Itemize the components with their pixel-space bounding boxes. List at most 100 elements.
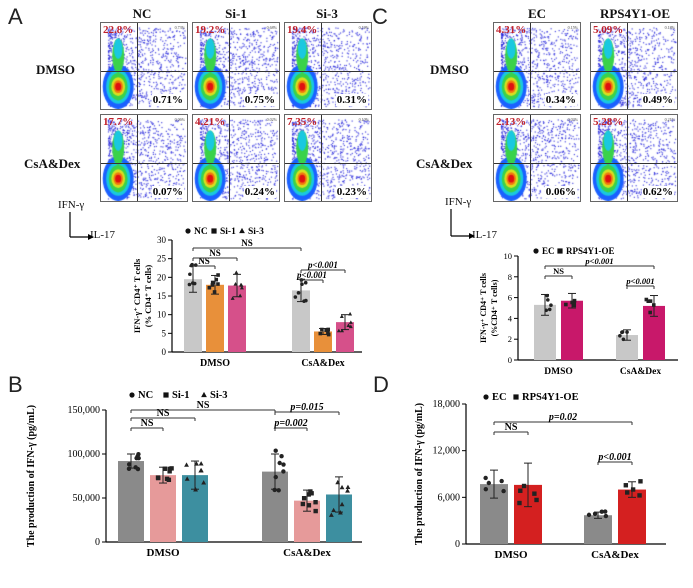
y-tick-label: 30	[157, 235, 167, 245]
data-point	[306, 503, 312, 508]
significance-label: p=0.015	[289, 402, 323, 413]
data-point	[306, 492, 311, 497]
quadrant-q2-percent: 0.68%	[266, 25, 277, 30]
y-tick-label: 18,000	[433, 399, 461, 410]
quadrant-q1-percent: 4.31%	[496, 24, 527, 36]
data-point	[337, 510, 343, 515]
x-category-label: DMSO	[544, 367, 573, 377]
x-category-label: CsA&Dex	[301, 358, 344, 369]
y-tick-label: 20	[157, 272, 167, 282]
y-tick-label: 10	[157, 310, 167, 320]
quadrant-gate-horizontal	[193, 71, 279, 73]
data-point	[549, 303, 553, 308]
y-axis-label: IFN-γ⁺ CD4⁺ T cells	[132, 258, 142, 333]
bar-ec	[534, 304, 556, 360]
quadrant-q2-percent: 0.06%	[174, 117, 185, 122]
data-point	[570, 300, 574, 305]
data-point	[277, 460, 282, 466]
data-point	[630, 487, 636, 492]
quadrant-gate-horizontal	[494, 71, 580, 73]
quadrant-gate-horizontal	[591, 163, 677, 165]
data-point	[238, 293, 243, 298]
bar-chart-a: 0 5 10 15 20 25 30 IFN-γ⁺ CD4⁺ T cells (% CD4⁺ T…	[132, 227, 362, 369]
axis-arrow-a	[69, 212, 94, 240]
data-point	[623, 483, 629, 488]
data-point	[184, 476, 190, 481]
facs-plot-c-r1-c1: 5.28% 0.62% 0.21%	[590, 114, 678, 202]
quadrant-q2-percent: 0.19%	[358, 25, 369, 30]
data-point	[230, 296, 235, 300]
legend-label: Si-1	[172, 390, 190, 401]
data-point	[533, 248, 539, 254]
facs-plot-c-r1-c0: 2.13% 0.06% 0.03%	[493, 114, 581, 202]
data-point	[187, 282, 192, 287]
x-category-label: DMSO	[495, 549, 528, 561]
facs-plot-a-r1-c1: 4.21% 0.24% 0.02%	[192, 114, 280, 202]
quadrant-q4-percent: 0.75%	[243, 94, 276, 106]
data-point	[586, 512, 592, 518]
col-header-ec: EC	[527, 6, 547, 21]
significance-label: p<0.001	[597, 452, 631, 463]
data-point	[592, 511, 598, 516]
quadrant-gate-horizontal	[285, 163, 371, 165]
x-category-label: DMSO	[147, 547, 180, 559]
data-point	[166, 477, 172, 483]
quadrant-gate-horizontal	[193, 163, 279, 165]
data-point	[518, 488, 523, 493]
bar-rps4y1-oe	[618, 489, 646, 544]
data-point	[621, 337, 626, 342]
y-axis-label: (%CD4⁺ T cells)	[490, 279, 499, 336]
legend-label: Si-1	[220, 227, 236, 237]
data-point	[234, 270, 239, 275]
bar-si-1	[150, 475, 176, 542]
quadrant-q2-percent: 0.18%	[664, 25, 675, 30]
col-header-si1: Si-1	[225, 6, 247, 21]
quadrant-q4-percent: 0.62%	[641, 186, 674, 198]
bar-si-1	[314, 331, 332, 352]
x-category-label: CsA&Dex	[620, 367, 661, 377]
data-point	[345, 484, 351, 489]
data-point	[346, 323, 351, 327]
bar-nc	[184, 279, 202, 352]
data-point	[216, 273, 220, 277]
row-label-dmso-c: DMSO	[430, 62, 469, 77]
significance-label: p<0.001	[584, 256, 613, 266]
quadrant-q1-percent: 2.13%	[496, 116, 527, 128]
quadrant-q1-percent: 5.09%	[593, 24, 624, 36]
bar-si-3	[336, 322, 354, 352]
quadrant-q4-percent: 0.23%	[335, 186, 368, 198]
data-point	[276, 488, 281, 493]
data-point	[281, 469, 286, 474]
data-point	[557, 248, 563, 254]
bar-chart-c: 0 2 4 6 8 10 IFN-γ⁺ CD4⁺ T cells (%CD4⁺ T cells…	[479, 246, 678, 377]
quadrant-gate-horizontal	[591, 71, 677, 73]
quadrant-q4-percent: 0.07%	[151, 186, 184, 198]
data-point	[301, 496, 307, 501]
data-point	[167, 466, 172, 472]
significance-label: NS	[553, 266, 564, 276]
data-point	[210, 283, 215, 287]
facs-plot-c-r0-c1: 5.09% 0.49% 0.18%	[590, 22, 678, 110]
data-point	[572, 298, 577, 303]
data-point	[501, 488, 506, 494]
axis-arrow-c	[450, 209, 475, 239]
quadrant-gate-vertical	[627, 115, 629, 201]
data-point	[326, 330, 330, 335]
col-header-si3: Si-3	[316, 6, 338, 21]
x-category-label: CsA&Dex	[591, 549, 639, 561]
data-point	[648, 310, 652, 315]
col-header-nc: NC	[132, 6, 152, 21]
data-point	[325, 328, 330, 333]
data-point	[646, 299, 651, 304]
data-point	[279, 453, 284, 459]
data-point	[651, 303, 656, 307]
x-axis-indicator-c: IL-17	[472, 229, 498, 241]
data-point	[328, 512, 334, 517]
data-point	[198, 468, 204, 473]
data-point	[345, 488, 350, 493]
data-point	[207, 285, 212, 290]
significance-label: NS	[141, 418, 154, 429]
legend-label: Si-3	[210, 390, 228, 401]
legend-label: RPS4Y1-OE	[522, 392, 579, 403]
y-axis-label: IFN-γ⁺ CD4⁺ T cells	[479, 273, 488, 343]
